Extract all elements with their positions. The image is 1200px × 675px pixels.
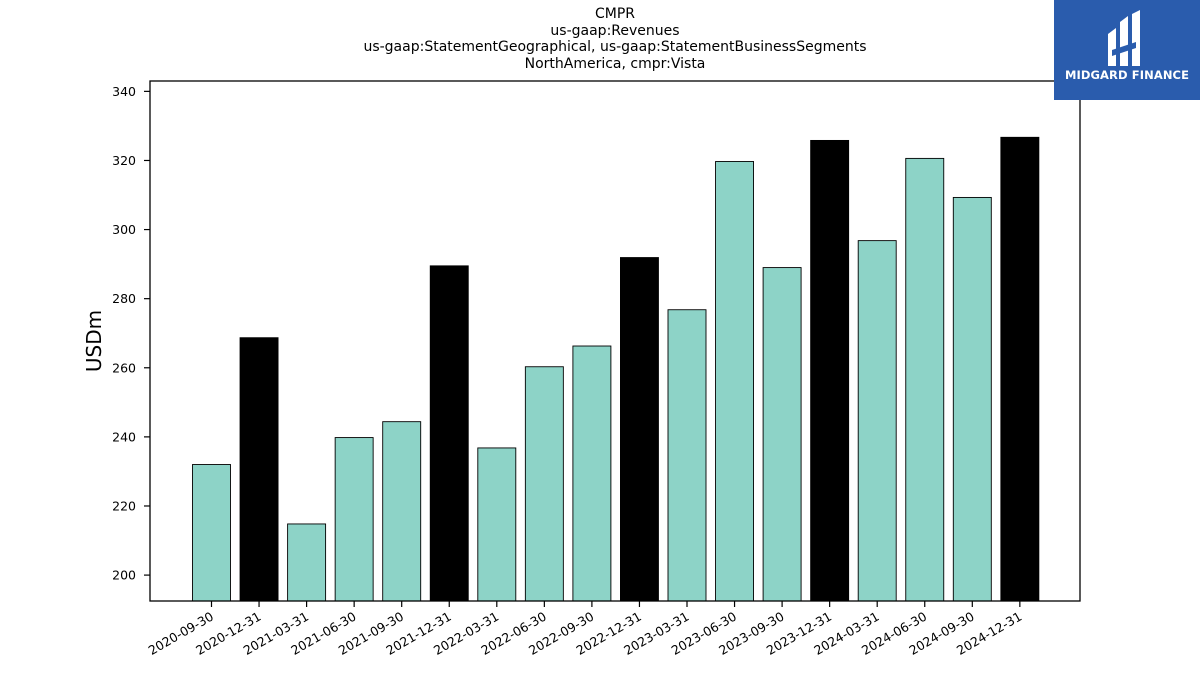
bar-2020-09-30: [192, 464, 231, 602]
title-line-concept: us-gaap:Revenues: [550, 22, 680, 39]
bar-2021-06-30: [334, 437, 374, 602]
bar-2023-12-31: [810, 139, 850, 602]
bar-2022-09-30: [572, 345, 612, 602]
bar-2021-12-31: [429, 265, 469, 602]
chart-title: CMPR us-gaap:Revenues us-gaap:StatementG…: [150, 6, 1080, 72]
bar-2023-03-31: [667, 309, 707, 602]
midgard-finance-logo: MIDGARD FINANCE: [1054, 0, 1200, 100]
bar-2023-06-30: [715, 161, 754, 602]
y-tick-label: 280: [112, 291, 136, 306]
bars-group: [192, 136, 1040, 602]
title-line-members: NorthAmerica, cmpr:Vista: [524, 55, 706, 72]
bar-2021-09-30: [382, 421, 422, 602]
bar-2022-06-30: [524, 366, 564, 602]
bar-2024-12-31: [1000, 136, 1040, 602]
midgard-logo-icon: [1108, 10, 1140, 66]
y-tick-label: 340: [112, 84, 136, 99]
title-line-axes: us-gaap:StatementGeographical, us-gaap:S…: [363, 39, 867, 55]
bar-2020-12-31: [239, 337, 279, 602]
bar-2024-06-30: [905, 157, 945, 602]
y-tick-label: 240: [112, 429, 136, 444]
y-tick-label: 220: [112, 498, 136, 513]
y-axis-label: USDm: [82, 310, 106, 372]
bar-2024-03-31: [857, 240, 897, 602]
y-tick-label: 300: [112, 222, 136, 237]
y-tick-label: 200: [112, 568, 136, 583]
y-axis: 200 220 240 260 280 300 320 340: [112, 84, 150, 583]
logo-text: MIDGARD FINANCE: [1064, 68, 1190, 82]
title-line-ticker: CMPR: [594, 6, 636, 22]
plot-frame: [149, 80, 1081, 602]
y-tick-label: 260: [112, 360, 136, 375]
y-tick-label: 320: [112, 153, 136, 168]
bar-2023-09-30: [762, 267, 802, 602]
x-axis: 2020-09-302020-12-312021-03-312021-06-30…: [146, 601, 1024, 658]
bar-2022-12-31: [620, 257, 659, 602]
bar-2022-03-31: [477, 447, 517, 602]
bar-2024-09-30: [952, 196, 992, 602]
bar-2021-03-31: [287, 523, 327, 602]
